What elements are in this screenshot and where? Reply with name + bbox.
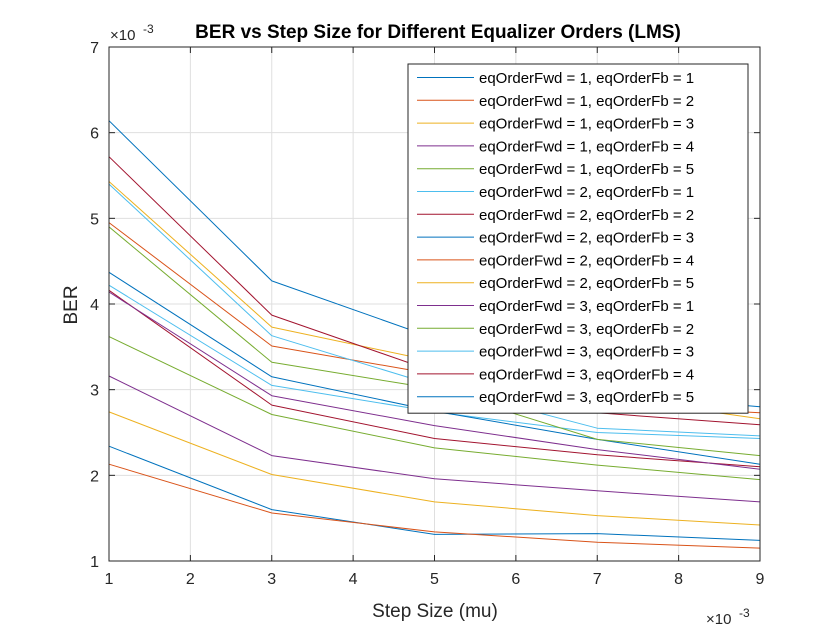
legend-entry-label: eqOrderFwd = 2, eqOrderFb = 1 xyxy=(479,184,694,201)
x-tick-label: 7 xyxy=(593,571,602,588)
x-tick-label: 6 xyxy=(511,571,520,588)
x-tick-label: 2 xyxy=(186,571,195,588)
y-exponent-label: ×10 -3 xyxy=(110,22,154,44)
x-tick-label: 5 xyxy=(430,571,439,588)
legend-entry-label: eqOrderFwd = 1, eqOrderFb = 2 xyxy=(479,93,694,110)
x-multiplier-exponent: -3 xyxy=(739,606,750,620)
y-multiplier-base: ×10 xyxy=(110,27,135,44)
legend-entry-label: eqOrderFwd = 1, eqOrderFb = 1 xyxy=(479,70,694,87)
axis-ticks: 1 2 3 4 5 6 7 8 9 1 2 3 4 5 6 7 xyxy=(90,40,764,588)
series-line-3 xyxy=(108,411,761,526)
legend-entry-label: eqOrderFwd = 2, eqOrderFb = 4 xyxy=(479,252,694,269)
legend-entry-label: eqOrderFwd = 2, eqOrderFb = 3 xyxy=(479,230,694,247)
x-axis-label: Step Size (mu) xyxy=(372,601,498,622)
series-line-2 xyxy=(108,463,761,549)
legend-entry-label: eqOrderFwd = 2, eqOrderFb = 2 xyxy=(479,207,694,224)
x-tick-label: 8 xyxy=(674,571,683,588)
series-line-11 xyxy=(108,291,761,470)
y-multiplier-exponent: -3 xyxy=(143,22,154,36)
series-line-5 xyxy=(108,336,761,481)
y-axis-label: BER xyxy=(61,285,82,324)
y-tick-label: 4 xyxy=(90,297,99,314)
legend-entry-label: eqOrderFwd = 1, eqOrderFb = 3 xyxy=(479,116,694,133)
x-multiplier-base: ×10 xyxy=(706,611,731,628)
legend-entry-label: eqOrderFwd = 3, eqOrderFb = 5 xyxy=(479,389,694,406)
legend-entry-label: eqOrderFwd = 1, eqOrderFb = 5 xyxy=(479,161,694,178)
legend-entry-label: eqOrderFwd = 1, eqOrderFb = 4 xyxy=(479,138,694,155)
series-line-7 xyxy=(108,289,761,468)
legend-box xyxy=(407,63,749,414)
x-tick-label: 4 xyxy=(349,571,358,588)
y-tick-label: 7 xyxy=(90,40,99,57)
legend-entry-label: eqOrderFwd = 3, eqOrderFb = 3 xyxy=(479,344,694,361)
legend-entry-label: eqOrderFwd = 3, eqOrderFb = 2 xyxy=(479,321,694,338)
series-line-1 xyxy=(108,445,761,541)
legend-entry-label: eqOrderFwd = 2, eqOrderFb = 5 xyxy=(479,275,694,292)
y-tick-label: 6 xyxy=(90,126,99,143)
legend: eqOrderFwd = 1, eqOrderFb = 1 eqOrderFwd … xyxy=(407,63,749,414)
x-exponent-label: ×10 -3 xyxy=(706,606,750,628)
legend-entry-label: eqOrderFwd = 3, eqOrderFb = 4 xyxy=(479,366,694,383)
x-tick-label: 1 xyxy=(105,571,114,588)
chart-title: BER vs Step Size for Different Equalizer… xyxy=(195,22,681,43)
legend-entry-label: eqOrderFwd = 3, eqOrderFb = 1 xyxy=(479,298,694,315)
x-tick-label: 9 xyxy=(756,571,765,588)
y-tick-label: 3 xyxy=(90,383,99,400)
y-tick-label: 2 xyxy=(90,468,99,485)
y-tick-label: 5 xyxy=(90,211,99,228)
x-tick-label: 3 xyxy=(267,571,276,588)
series-line-4 xyxy=(108,375,761,503)
y-tick-label: 1 xyxy=(90,554,99,571)
